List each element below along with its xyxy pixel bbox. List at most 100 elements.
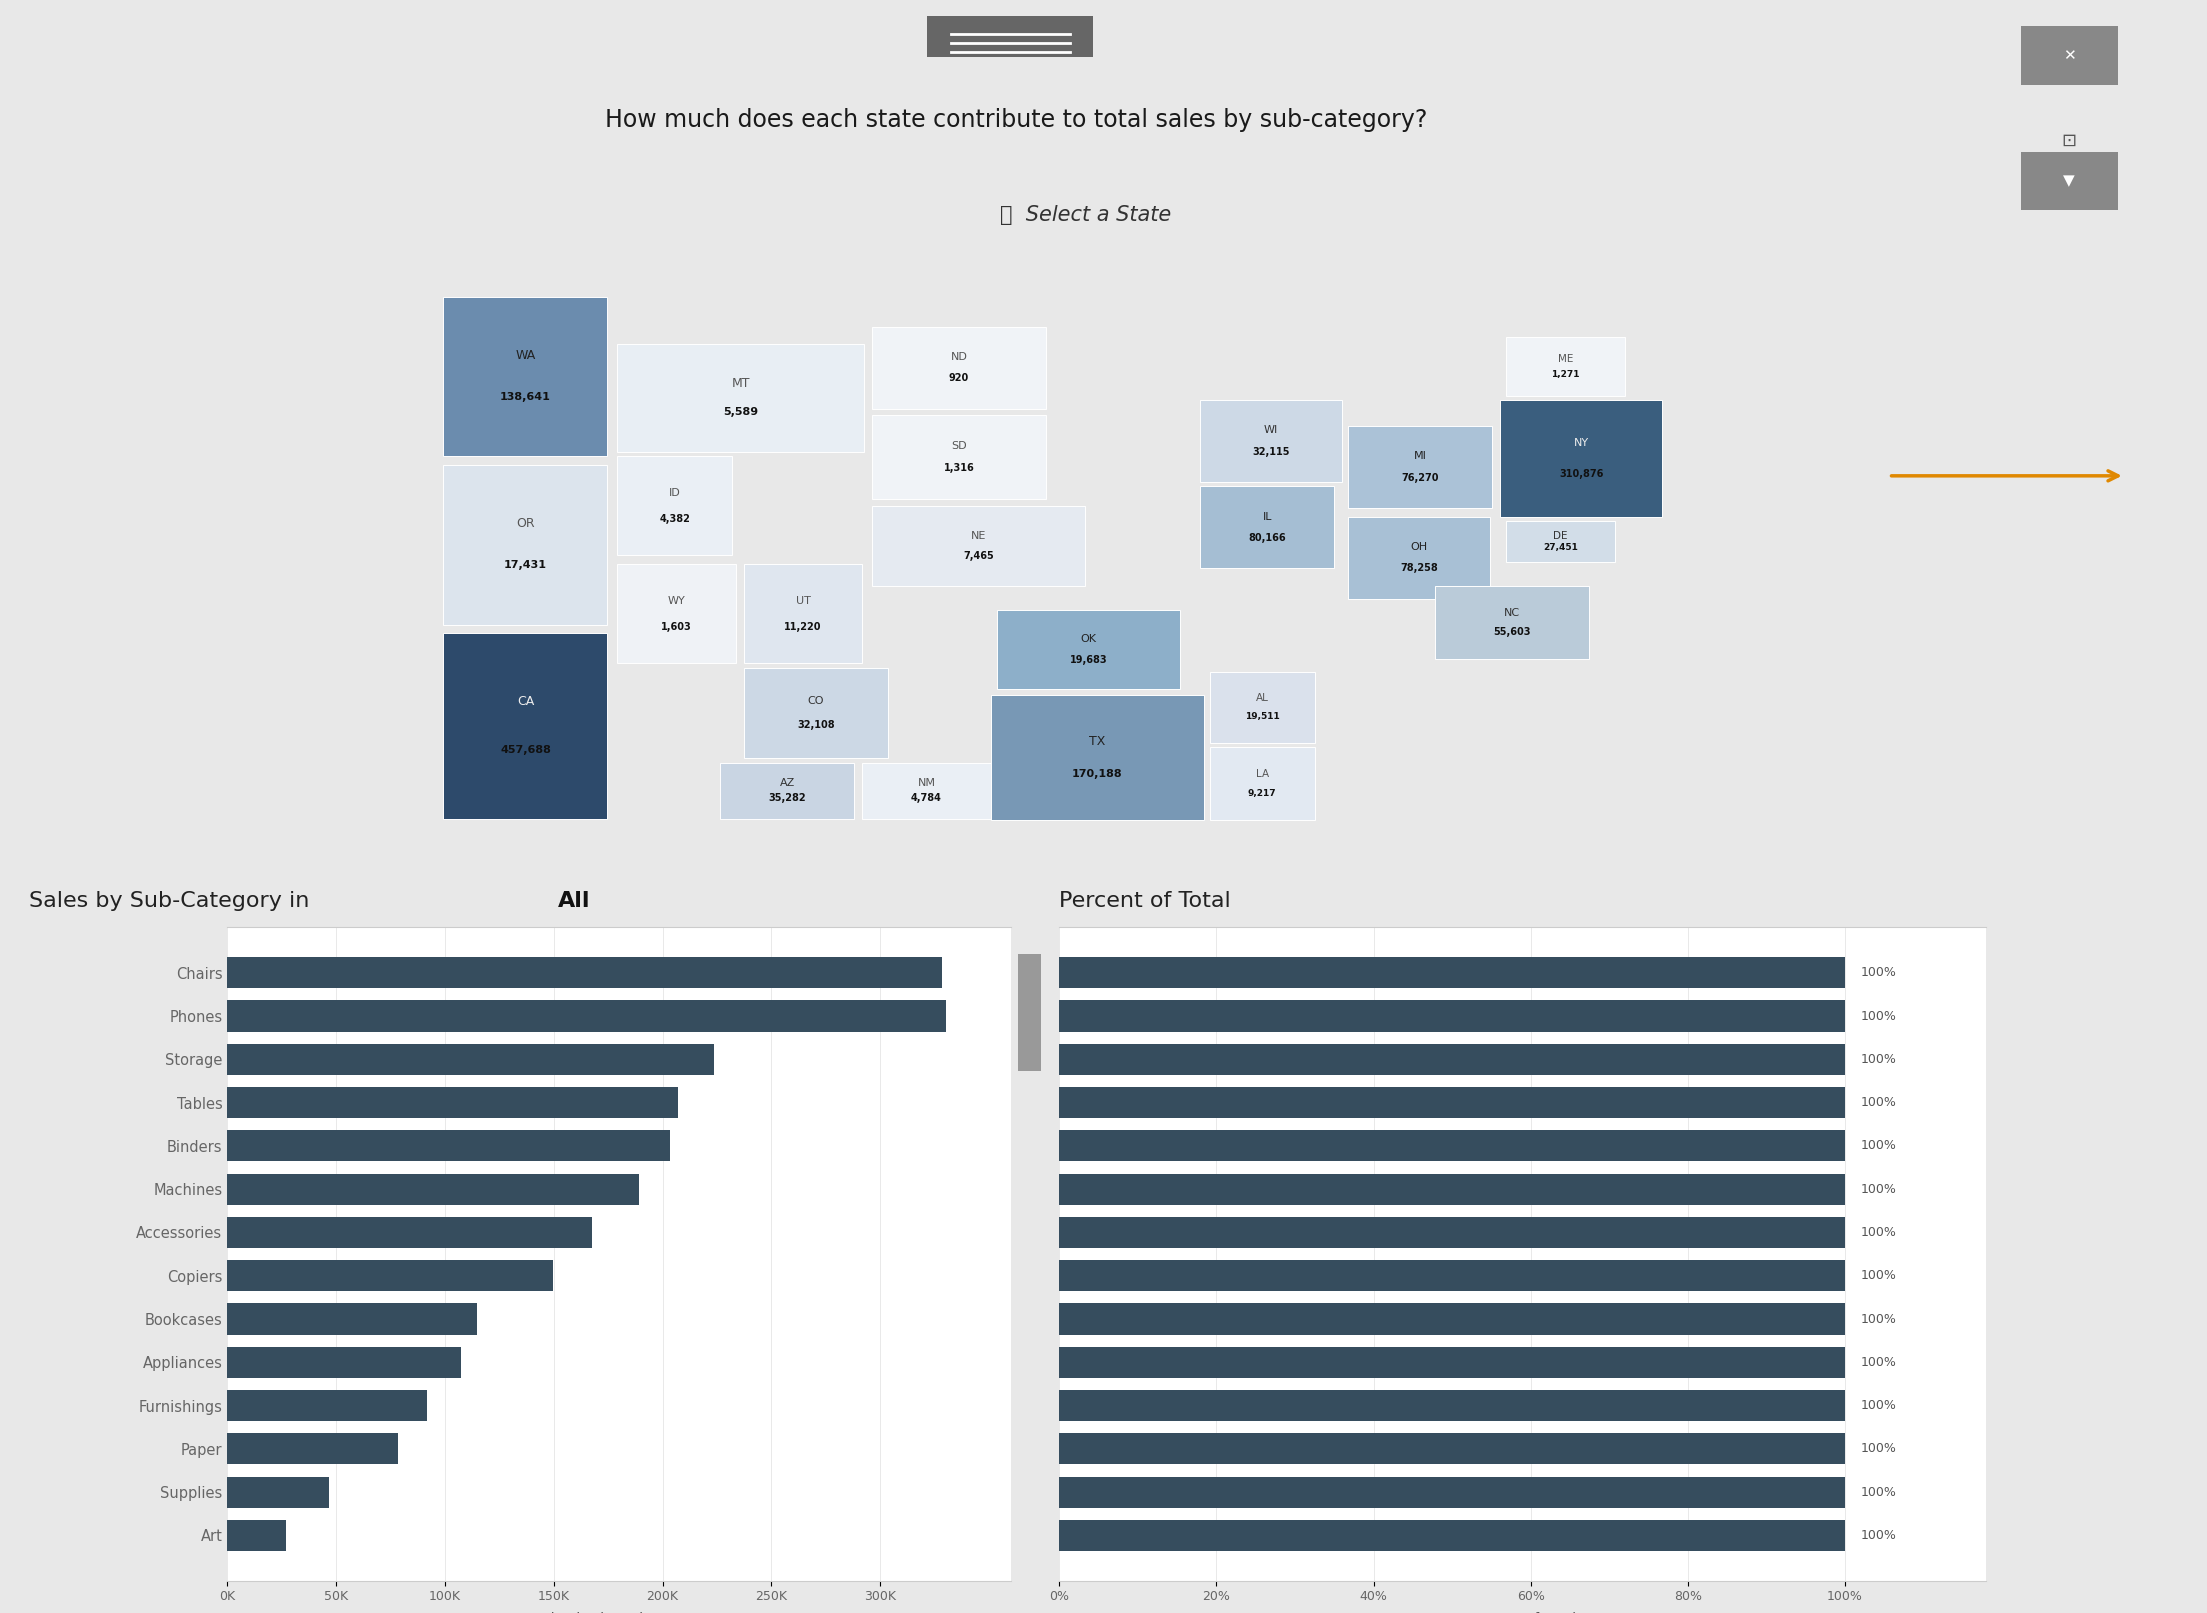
- Bar: [227, 1000, 945, 1032]
- Bar: [618, 456, 733, 555]
- Bar: [227, 1519, 287, 1552]
- Text: MT: MT: [731, 377, 750, 390]
- Text: 920: 920: [949, 374, 969, 384]
- Text: 100%: 100%: [1861, 1486, 1896, 1498]
- Bar: [618, 344, 865, 452]
- Text: 100%: 100%: [1861, 1357, 1896, 1369]
- Text: UT: UT: [795, 595, 810, 606]
- Text: 138,641: 138,641: [501, 392, 552, 402]
- Text: Sales by Sub-Category in: Sales by Sub-Category in: [29, 892, 316, 911]
- Bar: [227, 1044, 715, 1074]
- Bar: [1059, 1087, 1845, 1118]
- FancyBboxPatch shape: [927, 15, 1092, 56]
- Text: ME: ME: [1558, 353, 1574, 365]
- Text: How much does each state contribute to total sales by sub-category?: How much does each state contribute to t…: [605, 108, 1428, 132]
- Text: 5,589: 5,589: [724, 406, 759, 418]
- Text: 100%: 100%: [1861, 1398, 1896, 1411]
- Bar: [1201, 400, 1342, 482]
- Text: 👍  Select a State: 👍 Select a State: [1000, 205, 1172, 224]
- Bar: [1059, 1347, 1845, 1378]
- Text: ▼: ▼: [2064, 174, 2075, 189]
- Text: 4,382: 4,382: [660, 515, 691, 524]
- Text: Percent of Total: Percent of Total: [1059, 892, 1232, 911]
- Text: TX: TX: [1088, 736, 1106, 748]
- Text: 4,784: 4,784: [911, 794, 942, 803]
- Bar: [227, 1303, 477, 1334]
- Text: 100%: 100%: [1861, 1053, 1896, 1066]
- Bar: [1501, 400, 1662, 516]
- Text: 457,688: 457,688: [501, 745, 552, 755]
- Bar: [1017, 953, 1042, 1071]
- Bar: [444, 297, 607, 456]
- Bar: [744, 565, 863, 663]
- Bar: [1209, 673, 1315, 742]
- Text: NY: NY: [1574, 439, 1589, 448]
- Bar: [1505, 521, 1616, 563]
- Text: 100%: 100%: [1861, 1226, 1896, 1239]
- Text: All: All: [558, 892, 591, 911]
- Bar: [991, 695, 1205, 821]
- Bar: [227, 1347, 461, 1378]
- Text: 100%: 100%: [1861, 1010, 1896, 1023]
- Text: IL: IL: [1262, 511, 1271, 521]
- Text: WA: WA: [516, 348, 536, 363]
- Text: 100%: 100%: [1861, 1442, 1896, 1455]
- Bar: [227, 1174, 640, 1205]
- Text: 7,465: 7,465: [964, 552, 993, 561]
- Text: 9,217: 9,217: [1247, 789, 1276, 798]
- Text: ND: ND: [951, 352, 967, 363]
- Text: DE: DE: [1554, 531, 1567, 542]
- Text: 100%: 100%: [1861, 1182, 1896, 1195]
- Text: 32,115: 32,115: [1251, 447, 1289, 456]
- Text: 19,511: 19,511: [1245, 711, 1280, 721]
- Text: 32,108: 32,108: [797, 719, 834, 729]
- Text: 27,451: 27,451: [1543, 542, 1578, 552]
- Text: OK: OK: [1081, 634, 1097, 644]
- Bar: [227, 1216, 591, 1248]
- Text: OR: OR: [516, 518, 534, 531]
- Text: 19,683: 19,683: [1070, 655, 1108, 665]
- Bar: [1059, 1174, 1845, 1205]
- Bar: [1059, 1519, 1845, 1552]
- Bar: [863, 763, 991, 819]
- Text: 17,431: 17,431: [503, 560, 547, 571]
- Bar: [1059, 1476, 1845, 1508]
- FancyBboxPatch shape: [2022, 26, 2119, 85]
- Bar: [1059, 1216, 1845, 1248]
- Bar: [1059, 1131, 1845, 1161]
- Bar: [227, 1390, 426, 1421]
- Text: 100%: 100%: [1861, 1097, 1896, 1110]
- Text: 80,166: 80,166: [1249, 532, 1287, 544]
- Bar: [1059, 1434, 1845, 1465]
- Text: WI: WI: [1265, 426, 1278, 436]
- Text: 55,603: 55,603: [1494, 627, 1532, 637]
- Text: 310,876: 310,876: [1558, 468, 1604, 479]
- Bar: [719, 763, 854, 819]
- Bar: [1059, 1000, 1845, 1032]
- Bar: [227, 1260, 552, 1292]
- Text: 76,270: 76,270: [1401, 473, 1439, 482]
- Text: WY: WY: [669, 595, 686, 606]
- Text: AL: AL: [1256, 694, 1269, 703]
- Bar: [1059, 957, 1845, 989]
- Bar: [227, 1087, 678, 1118]
- Text: 35,282: 35,282: [768, 794, 806, 803]
- FancyBboxPatch shape: [2022, 152, 2119, 210]
- Bar: [1059, 1390, 1845, 1421]
- Text: 100%: 100%: [1861, 1139, 1896, 1152]
- Text: 100%: 100%: [1861, 1269, 1896, 1282]
- Bar: [227, 957, 942, 989]
- Text: CO: CO: [808, 697, 823, 706]
- Text: NM: NM: [918, 779, 936, 789]
- Text: ✕: ✕: [2064, 48, 2075, 63]
- Text: NC: NC: [1503, 608, 1521, 618]
- Text: 170,188: 170,188: [1073, 769, 1123, 779]
- Text: AZ: AZ: [779, 779, 795, 789]
- Text: OH: OH: [1410, 542, 1428, 552]
- Bar: [872, 415, 1046, 500]
- Bar: [227, 1476, 329, 1508]
- Text: 11,220: 11,220: [783, 621, 821, 632]
- Text: NE: NE: [971, 531, 987, 540]
- Bar: [1348, 516, 1490, 598]
- Text: 100%: 100%: [1861, 1529, 1896, 1542]
